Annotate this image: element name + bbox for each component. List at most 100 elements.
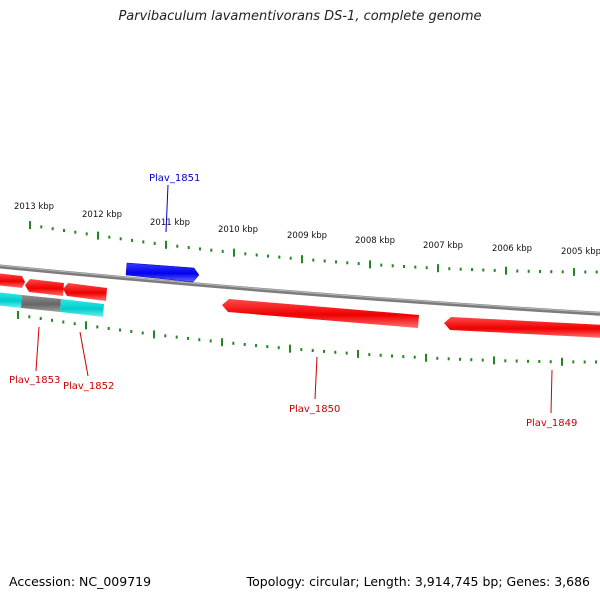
minor-tick [549, 360, 552, 364]
minor-tick [85, 232, 88, 236]
minor-tick [300, 348, 303, 352]
minor-tick [550, 270, 553, 274]
minor-tick [391, 264, 394, 268]
minor-tick [28, 315, 31, 319]
minor-tick [595, 270, 598, 274]
minor-tick [595, 360, 597, 364]
minor-tick [414, 265, 417, 269]
minor-tick [403, 265, 405, 268]
minor-tick [493, 268, 496, 272]
minor-tick [243, 343, 246, 346]
minor-tick [62, 320, 65, 324]
major-tick [437, 264, 439, 273]
major-tick [97, 231, 99, 240]
minor-tick [187, 336, 189, 340]
minor-tick [176, 244, 179, 248]
minor-tick [119, 328, 121, 332]
genome-title: Parvibaculum lavamentivorans DS-1, compl… [118, 9, 482, 24]
minor-tick [413, 355, 416, 359]
minor-tick [107, 327, 110, 330]
minor-tick [312, 258, 315, 262]
major-tick [221, 338, 223, 347]
accession-text: Accession: NC_009719 [9, 574, 152, 589]
genome-backbone [0, 264, 600, 316]
gene-plav-1852[interactable] [63, 283, 107, 301]
minor-tick [357, 262, 360, 266]
minor-tick [255, 253, 258, 257]
minor-tick [471, 268, 473, 272]
major-tick [505, 266, 507, 275]
minor-tick [141, 331, 144, 335]
label-leader-plav-1853 [35, 326, 40, 372]
minor-tick [199, 247, 201, 251]
minor-tick [267, 254, 269, 258]
minor-tick [379, 353, 382, 357]
minor-tick [175, 335, 178, 339]
minor-tick [311, 349, 314, 352]
outer-tick-ring [29, 221, 598, 276]
minor-tick [561, 270, 564, 274]
minor-tick [187, 246, 190, 250]
major-tick [561, 357, 563, 366]
minor-tick [142, 240, 145, 244]
minor-tick [51, 227, 54, 231]
minor-tick [391, 354, 393, 358]
major-tick [233, 248, 235, 257]
gene-label-plav-1849: Plav_1849 [526, 418, 577, 429]
minor-tick [289, 256, 292, 260]
major-tick [369, 260, 371, 269]
minor-tick [448, 267, 451, 271]
minor-tick [368, 353, 371, 357]
major-tick [357, 349, 359, 358]
minor-tick [51, 318, 53, 322]
scale-label: 2007 kbp [423, 241, 463, 251]
minor-tick [425, 266, 428, 270]
scale-label: 2008 kbp [355, 236, 395, 246]
gene-plav-1849[interactable] [444, 317, 600, 338]
minor-tick [539, 270, 541, 273]
gene-label-plav-1853: Plav_1853 [9, 375, 60, 386]
major-tick [493, 356, 495, 365]
minor-tick [278, 255, 281, 259]
minor-tick [345, 351, 348, 355]
scale-label: 2009 kbp [287, 231, 327, 241]
scale-label: 2012 kbp [82, 210, 122, 220]
gene-label-plav-1850: Plav_1850 [289, 404, 340, 415]
minor-tick [119, 237, 122, 241]
minor-tick [527, 269, 530, 273]
minor-tick [583, 360, 586, 364]
minor-tick [255, 344, 257, 348]
scale-label: 2011 kbp [150, 218, 190, 228]
minor-tick [470, 358, 473, 362]
minor-tick [209, 339, 212, 343]
major-tick [301, 255, 303, 264]
minor-tick [164, 334, 167, 338]
minor-tick [210, 248, 213, 252]
minor-tick [481, 358, 484, 362]
gene-plav-1853[interactable] [25, 279, 64, 296]
gene-label-plav-1851: Plav_1851 [149, 173, 200, 184]
major-tick [153, 330, 155, 339]
scale-label: 2010 kbp [218, 225, 258, 235]
scale-label: 2013 kbp [14, 202, 54, 212]
minor-tick [459, 267, 462, 271]
gene-plav-1850[interactable] [222, 299, 419, 328]
minor-tick [538, 360, 541, 363]
minor-tick [63, 229, 65, 232]
gene-red-leftmost[interactable] [0, 273, 25, 288]
minor-tick [436, 356, 439, 360]
minor-tick [266, 345, 269, 349]
feature-cyan-right [60, 299, 104, 317]
minor-tick [335, 260, 337, 264]
gene-plav-1851[interactable] [125, 262, 200, 283]
major-tick [85, 321, 87, 330]
minor-tick [108, 235, 111, 239]
minor-tick [96, 325, 99, 329]
minor-tick [130, 330, 133, 333]
scale-label: 2006 kbp [492, 244, 532, 254]
minor-tick [198, 338, 201, 342]
minor-tick [232, 341, 235, 345]
minor-tick [584, 270, 587, 274]
